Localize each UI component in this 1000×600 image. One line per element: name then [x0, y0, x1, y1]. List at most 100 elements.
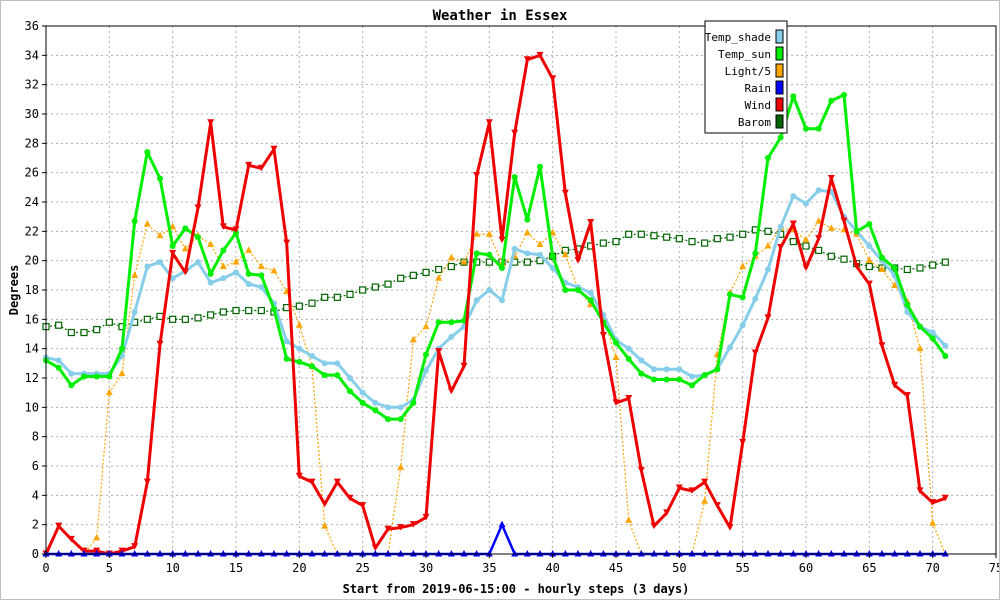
y-tick-label: 20	[25, 254, 39, 268]
data-point	[409, 335, 417, 343]
data-point	[422, 322, 430, 330]
data-point	[207, 311, 215, 319]
data-point	[207, 240, 215, 248]
data-point	[701, 497, 709, 504]
data-point	[169, 315, 177, 323]
data-point	[308, 299, 316, 307]
x-tick-label: 30	[419, 561, 433, 575]
data-point	[942, 353, 949, 359]
y-tick-label: 12	[25, 371, 39, 385]
data-point	[803, 200, 809, 207]
data-point	[675, 484, 683, 491]
data-point	[486, 251, 493, 258]
data-point	[827, 252, 835, 260]
legend-swatch	[775, 63, 784, 78]
data-point	[879, 254, 885, 261]
data-point	[929, 519, 937, 526]
x-tick-label: 40	[545, 561, 559, 575]
data-point	[663, 550, 671, 557]
data-point	[903, 550, 911, 557]
data-point	[536, 550, 544, 557]
data-point	[651, 366, 657, 373]
data-point	[790, 193, 797, 200]
data-point	[346, 290, 354, 298]
data-point	[575, 287, 581, 293]
data-point	[245, 306, 253, 315]
data-point	[536, 240, 544, 248]
data-point	[131, 218, 138, 225]
y-tick-label: 6	[32, 459, 39, 473]
data-point	[219, 223, 227, 230]
data-point	[929, 550, 937, 557]
data-point	[904, 301, 911, 308]
data-point	[689, 382, 695, 389]
data-point	[219, 262, 227, 270]
data-point	[346, 494, 354, 502]
data-point	[372, 407, 379, 414]
legend-label: Barom	[738, 116, 771, 129]
data-point	[853, 263, 861, 270]
data-point	[309, 363, 315, 370]
data-point	[93, 533, 101, 541]
data-point	[93, 326, 101, 334]
data-point	[81, 373, 87, 380]
data-point	[917, 323, 923, 330]
data-point	[523, 56, 531, 63]
x-tick-label: 55	[735, 561, 749, 575]
data-point	[929, 329, 936, 336]
data-point	[929, 335, 936, 342]
data-point	[625, 230, 633, 238]
data-point	[688, 487, 696, 494]
data-point	[321, 360, 328, 367]
legend: Temp_shade Temp_sun Light/5 Rain Wind Barom	[704, 20, 788, 134]
data-point	[840, 217, 848, 225]
data-point	[270, 266, 278, 274]
data-point	[941, 494, 949, 502]
data-point	[435, 265, 443, 274]
data-point	[663, 376, 670, 383]
data-point	[739, 550, 747, 557]
x-tick-label: 70	[925, 561, 939, 575]
data-point	[651, 376, 657, 383]
data-point	[68, 382, 75, 389]
data-point	[435, 319, 442, 326]
data-point	[865, 280, 873, 288]
data-point	[156, 550, 164, 557]
data-point	[802, 236, 810, 243]
y-tick-label: 10	[25, 400, 39, 414]
data-point	[258, 284, 265, 291]
data-point	[169, 275, 176, 282]
data-point	[182, 225, 189, 232]
data-point	[295, 472, 303, 480]
data-point	[561, 550, 569, 557]
data-point	[270, 145, 278, 153]
y-tick-label: 32	[25, 78, 39, 92]
data-point	[143, 478, 151, 486]
data-point	[372, 399, 379, 406]
data-point	[447, 387, 455, 395]
data-point	[207, 119, 215, 126]
x-tick-label: 65	[862, 561, 876, 575]
x-tick-label: 25	[355, 561, 369, 575]
data-point	[156, 231, 164, 239]
data-point	[371, 550, 379, 557]
data-point	[587, 219, 595, 226]
data-point	[865, 550, 873, 557]
data-point	[257, 306, 265, 315]
data-point	[638, 357, 645, 364]
data-point	[257, 164, 265, 172]
data-point	[777, 550, 785, 557]
data-point	[612, 353, 620, 360]
data-point	[536, 51, 544, 59]
data-point	[650, 550, 658, 557]
data-point	[157, 259, 163, 266]
data-point	[220, 247, 227, 254]
data-point	[460, 362, 468, 370]
data-point	[537, 163, 543, 170]
data-point	[765, 266, 771, 273]
data-point	[283, 338, 290, 345]
data-point	[397, 404, 404, 411]
data-point	[359, 389, 366, 396]
data-point	[891, 281, 899, 289]
